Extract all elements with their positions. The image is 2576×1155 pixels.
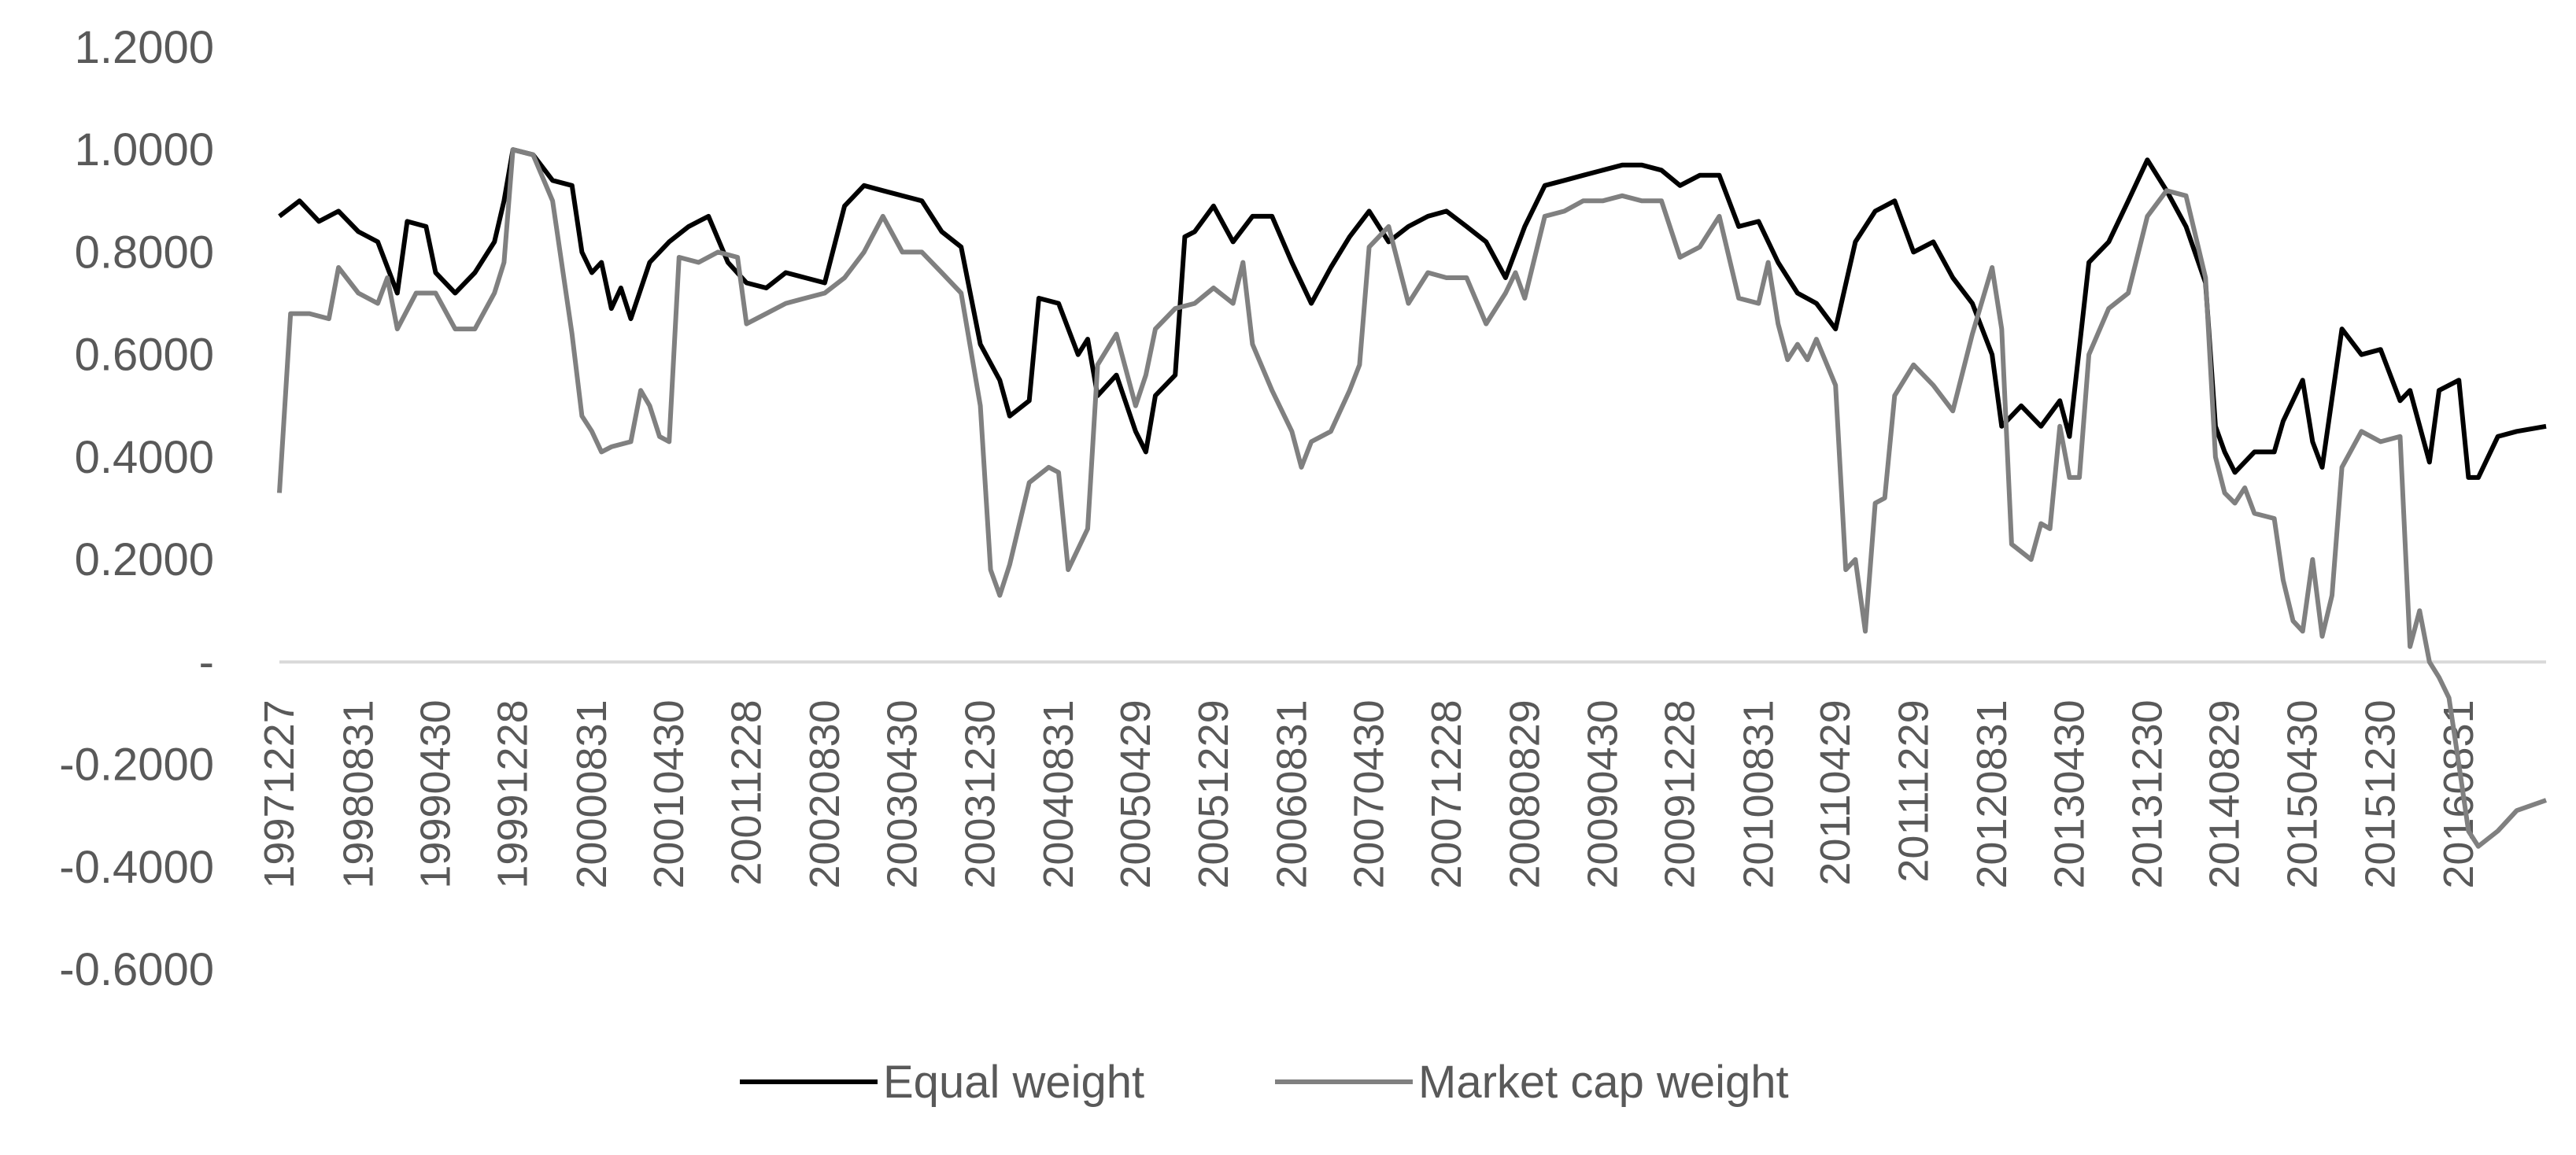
x-tick-label: 19990430 xyxy=(412,699,459,888)
x-tick-label: 19991228 xyxy=(490,699,537,888)
y-tick-label: - xyxy=(199,637,214,688)
x-tick-label: 20020830 xyxy=(801,699,848,888)
y-tick-label: -0.2000 xyxy=(59,740,214,791)
x-tick-label: 20111229 xyxy=(1890,699,1937,882)
x-tick-label: 20080829 xyxy=(1501,699,1548,888)
y-tick-label: -0.4000 xyxy=(59,842,214,893)
x-tick-label: 20091228 xyxy=(1657,699,1704,888)
y-tick-label: 1.2000 xyxy=(75,22,214,73)
y-tick-label: 0.2000 xyxy=(75,534,214,585)
x-tick-label: 20010430 xyxy=(645,699,693,888)
x-tick-label: 20060831 xyxy=(1268,699,1315,888)
x-tick-label: 20140829 xyxy=(2201,699,2249,888)
x-tick-label: 19980831 xyxy=(334,699,382,888)
x-tick-label: 19971227 xyxy=(256,699,303,888)
x-tick-label: 20011228 xyxy=(723,699,770,885)
series-line-market-cap-weight xyxy=(277,147,2547,849)
x-tick-label: 20090430 xyxy=(1579,699,1626,888)
y-axis: 1.2000 1.0000 0.8000 0.6000 0.4000 0.2000 - -0.… xyxy=(59,22,214,995)
y-tick-label: 1.0000 xyxy=(75,124,214,175)
x-tick-label: 20000831 xyxy=(568,699,615,888)
x-tick-label: 20160831 xyxy=(2435,699,2482,888)
y-tick-label: -0.6000 xyxy=(59,944,214,995)
legend-label-market-cap-weight: Market cap weight xyxy=(1418,1057,1789,1108)
x-tick-label: 20151230 xyxy=(2357,699,2404,888)
legend-label-equal-weight: Equal weight xyxy=(883,1057,1144,1108)
x-tick-label: 20031230 xyxy=(957,699,1004,888)
series-group xyxy=(277,147,2547,849)
x-tick-label: 20071228 xyxy=(1423,699,1470,888)
x-tick-label: 20070430 xyxy=(1346,699,1393,888)
x-tick-label: 20130430 xyxy=(2046,699,2093,888)
y-tick-label: 0.4000 xyxy=(75,432,214,483)
y-tick-label: 0.6000 xyxy=(75,330,214,381)
y-tick-label: 0.8000 xyxy=(75,227,214,278)
x-tick-label: 20110429 xyxy=(1812,699,1859,885)
x-tick-label: 20120831 xyxy=(1968,699,2016,888)
x-tick-label: 20150430 xyxy=(2279,699,2327,888)
x-tick-label: 20051229 xyxy=(1190,699,1237,888)
legend: Equal weight Market cap weight xyxy=(740,1057,1789,1108)
x-tick-label: 20131230 xyxy=(2123,699,2171,888)
x-axis: 19971227 19980831 19990430 19991228 20000831… xyxy=(256,699,2482,888)
x-tick-label: 20040831 xyxy=(1035,699,1082,888)
x-tick-label: 20030430 xyxy=(879,699,926,888)
x-tick-label: 20050429 xyxy=(1112,699,1159,888)
x-tick-label: 20100831 xyxy=(1735,699,1782,888)
